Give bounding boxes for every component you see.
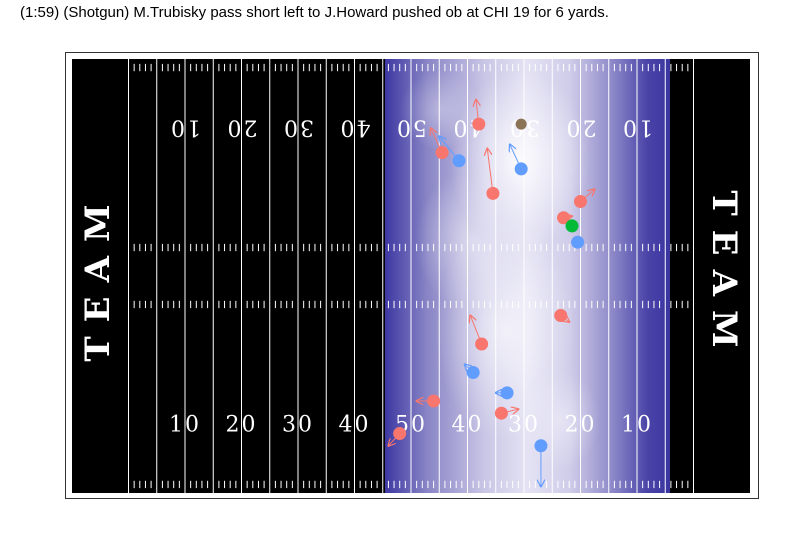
yard-number: 20 xyxy=(226,115,258,140)
offense-player xyxy=(554,308,568,322)
offense-player xyxy=(393,427,407,441)
yard-numbers-bottom: 10 20 30 40 50 40 30 20 10 xyxy=(169,412,653,437)
defense-player xyxy=(571,235,585,249)
right-endzone-label: TEAM xyxy=(704,190,744,361)
defense-player xyxy=(452,154,466,168)
yard-number: 20 xyxy=(565,412,597,437)
defense-player xyxy=(534,439,548,453)
yard-number: 40 xyxy=(339,115,371,140)
ball-carrier xyxy=(565,219,579,233)
left-endzone-label: TEAM xyxy=(78,190,118,361)
yard-number: 40 xyxy=(339,412,371,437)
yard-number: 30 xyxy=(508,412,540,437)
offense-player xyxy=(475,337,489,351)
density-heatmap xyxy=(385,59,670,493)
football xyxy=(515,118,527,130)
offense-player xyxy=(486,186,500,200)
yard-number: 20 xyxy=(226,412,258,437)
offense-player xyxy=(472,117,486,131)
yard-number: 30 xyxy=(282,412,314,437)
offense-player xyxy=(574,194,587,208)
offense-player xyxy=(435,146,449,160)
defense-player xyxy=(466,365,480,379)
hash-marks xyxy=(133,63,689,489)
yard-number: 20 xyxy=(565,115,597,140)
yard-number: 10 xyxy=(621,412,653,437)
yard-number: 10 xyxy=(621,115,653,140)
players xyxy=(393,117,587,453)
yard-number: 40 xyxy=(452,412,484,437)
play-description: (1:59) (Shotgun) M.Trubisky pass short l… xyxy=(20,4,609,21)
offense-player xyxy=(557,211,571,225)
offense-velocity-arrow xyxy=(487,149,494,194)
defense-player xyxy=(514,162,528,176)
offense-player xyxy=(427,394,441,408)
yard-lines xyxy=(128,59,694,493)
yard-number: 10 xyxy=(169,115,201,140)
defense-player xyxy=(500,386,514,400)
yard-number: 30 xyxy=(282,115,314,140)
yard-number: 10 xyxy=(169,412,201,437)
offense-player xyxy=(494,406,508,420)
yard-number: 50 xyxy=(395,115,427,140)
